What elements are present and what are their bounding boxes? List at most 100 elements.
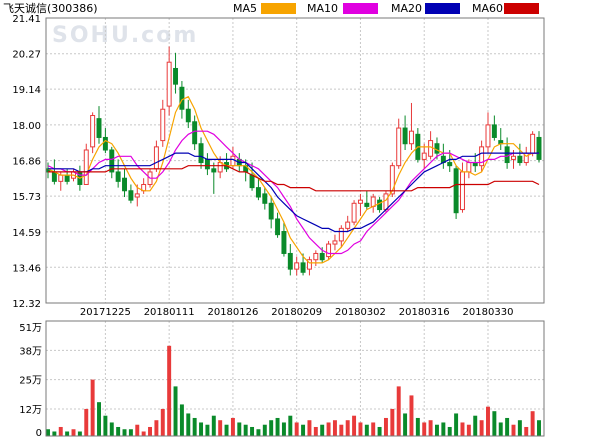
volume-bar <box>243 424 248 436</box>
volume-bar <box>160 408 165 436</box>
candle-body <box>517 155 523 164</box>
volume-bar <box>390 408 395 436</box>
candle-body <box>281 231 287 254</box>
legend-ma5-swatch <box>261 3 296 14</box>
candle-body <box>166 61 172 107</box>
volume-bar <box>211 415 216 436</box>
candle-body <box>198 143 204 164</box>
candle-body <box>275 218 281 236</box>
volume-bar <box>415 417 420 436</box>
candle-body <box>211 168 217 173</box>
volume-bar <box>109 422 114 436</box>
volume-bar <box>65 431 70 436</box>
price-tick-label: 20.27 <box>12 50 41 61</box>
volume-tick-label: 12万 <box>19 405 42 416</box>
candle-body <box>122 177 127 192</box>
volume-bar <box>403 413 408 436</box>
volume-bar <box>269 420 274 436</box>
candle-body <box>511 155 516 160</box>
volume-bar <box>262 424 267 436</box>
price-grid <box>46 18 544 436</box>
candle-body <box>287 252 293 270</box>
candle-body <box>479 146 485 167</box>
volume-bar <box>154 420 159 436</box>
ma-line-ma10 <box>47 130 539 255</box>
volume-panel-frame <box>45 320 545 437</box>
candle-body <box>428 140 434 157</box>
volume-bar <box>396 386 401 436</box>
candle-body <box>383 193 389 211</box>
candle-body <box>306 259 312 270</box>
volume-bar <box>294 422 299 436</box>
volume-bar <box>199 422 204 436</box>
volume-bar <box>46 429 50 436</box>
candle-body <box>447 162 453 167</box>
date-tick-label: 20180126 <box>207 307 258 318</box>
candle-body <box>109 149 115 173</box>
volume-bar <box>148 426 153 436</box>
candle-body <box>134 193 140 198</box>
volume-grid <box>46 349 544 410</box>
candle-body <box>536 136 542 160</box>
volume-tick-label: 25万 <box>19 376 42 387</box>
candle-body <box>300 262 306 273</box>
volume-bar <box>71 429 76 436</box>
candle-body <box>102 136 108 151</box>
volume-bar <box>230 417 235 436</box>
volume-bar <box>441 422 446 436</box>
candle-body <box>268 202 274 220</box>
candle-body <box>530 133 536 154</box>
candle-body <box>460 171 465 211</box>
volume-bar <box>192 417 197 436</box>
candle-body <box>294 262 300 270</box>
volume-tick-label: 38万 <box>19 346 42 357</box>
price-tick-label: 13.46 <box>12 263 41 274</box>
volume-bar <box>275 417 280 436</box>
volume-bar <box>524 426 529 436</box>
price-axis: 21.41 20.27 19.14 18.00 16.86 15.73 14.59 13.46… <box>12 14 41 310</box>
candle-body <box>51 171 57 182</box>
volume-bar <box>364 424 369 436</box>
candle-body <box>313 252 319 261</box>
candle-body <box>128 190 134 201</box>
volume-bars <box>46 345 541 436</box>
date-tick-label: 20180302 <box>335 307 386 318</box>
volume-bar <box>511 424 516 436</box>
volume-bar <box>256 429 261 436</box>
volume-bar <box>58 426 63 436</box>
candle-body <box>255 187 261 198</box>
candle-body <box>491 124 497 138</box>
volume-bar <box>517 420 522 436</box>
moving-average-lines <box>47 95 540 264</box>
candle-body <box>230 155 236 167</box>
candle-body <box>389 165 395 195</box>
candle-body <box>421 152 427 160</box>
volume-bar <box>288 415 293 436</box>
candle-body <box>396 127 402 167</box>
volume-bar <box>122 429 127 436</box>
volume-bar <box>281 422 286 436</box>
volume-axis: 51万 38万 25万 12万 0 <box>19 323 42 439</box>
volume-bar <box>428 420 433 436</box>
candle-body <box>173 67 179 85</box>
volume-bar <box>250 426 255 436</box>
candle-body <box>217 162 223 173</box>
candle-body <box>64 174 70 182</box>
volume-bar <box>479 420 484 436</box>
candle-body <box>326 243 332 258</box>
legend-ma5-label: MA5 <box>233 2 257 15</box>
legend-ma20-swatch <box>425 3 460 14</box>
price-tick-label: 18.00 <box>12 121 41 132</box>
volume-bar <box>205 424 210 436</box>
volume-bar <box>167 345 172 436</box>
volume-bar <box>52 431 57 436</box>
candle-body <box>377 199 383 211</box>
date-tick-label: 20180330 <box>463 307 514 318</box>
date-tick-label: 20180209 <box>271 307 322 318</box>
volume-tick-label: 0 <box>36 428 42 439</box>
volume-bar <box>173 386 178 436</box>
date-tick-label: 20180316 <box>399 307 450 318</box>
volume-bar <box>84 408 89 436</box>
candle-body <box>453 168 459 214</box>
candle-body <box>504 146 510 164</box>
